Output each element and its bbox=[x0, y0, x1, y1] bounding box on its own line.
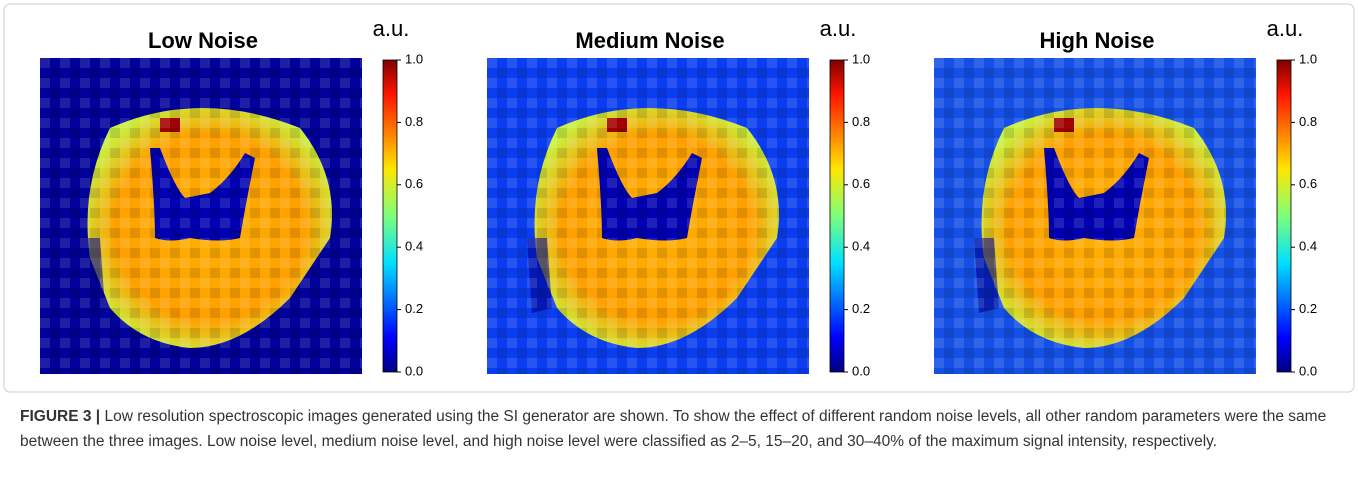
heatmap bbox=[934, 58, 1256, 374]
colorbar-tick-label: 0.8 bbox=[852, 114, 870, 129]
colorbar-label: a.u. bbox=[820, 16, 857, 41]
colorbar-tick-label: 0.2 bbox=[405, 301, 423, 316]
colorbar-tick-label: 0.4 bbox=[405, 239, 423, 254]
colorbar-label: a.u. bbox=[1267, 16, 1304, 41]
heatmap bbox=[487, 58, 809, 374]
panel-title: Medium Noise bbox=[575, 28, 724, 53]
colorbar-tick-label: 1.0 bbox=[405, 51, 423, 66]
colorbar-tick-label: 0.6 bbox=[852, 176, 870, 191]
colorbar bbox=[1276, 59, 1292, 373]
caption-label: FIGURE 3 | bbox=[20, 408, 101, 425]
figure-border bbox=[3, 3, 1355, 393]
colorbar-tick-label: 0.6 bbox=[405, 176, 423, 191]
colorbar-tick-label: 0.8 bbox=[1299, 114, 1317, 129]
colorbar-tick-label: 0.8 bbox=[405, 114, 423, 129]
colorbar-tick-label: 0.2 bbox=[852, 301, 870, 316]
colorbar-tick-label: 1.0 bbox=[852, 51, 870, 66]
caption-text: Low resolution spectroscopic images gene… bbox=[20, 408, 1327, 450]
panel-title: High Noise bbox=[1040, 28, 1155, 53]
panel-title: Low Noise bbox=[148, 28, 258, 53]
colorbar-label: a.u. bbox=[373, 16, 410, 41]
colorbar-tick-label: 0.4 bbox=[1299, 239, 1317, 254]
figure: Low Noise a.u. 0.0 0.2 0.4 0.6 0.8 1.0 Medium No… bbox=[3, 3, 1355, 393]
colorbar-tick-label: 0.6 bbox=[1299, 176, 1317, 191]
heatmap bbox=[40, 58, 362, 374]
colorbar bbox=[829, 59, 845, 373]
colorbar-tick-label: 0.4 bbox=[852, 239, 870, 254]
colorbar-tick-label: 0.2 bbox=[1299, 301, 1317, 316]
caption: FIGURE 3 | Low resolution spectroscopic … bbox=[20, 404, 1338, 454]
colorbar-tick-label: 0.0 bbox=[852, 363, 870, 378]
colorbar-tick-label: 0.0 bbox=[405, 363, 423, 378]
colorbar-tick-label: 0.0 bbox=[1299, 363, 1317, 378]
colorbar-tick-label: 1.0 bbox=[1299, 51, 1317, 66]
colorbar bbox=[382, 59, 398, 373]
